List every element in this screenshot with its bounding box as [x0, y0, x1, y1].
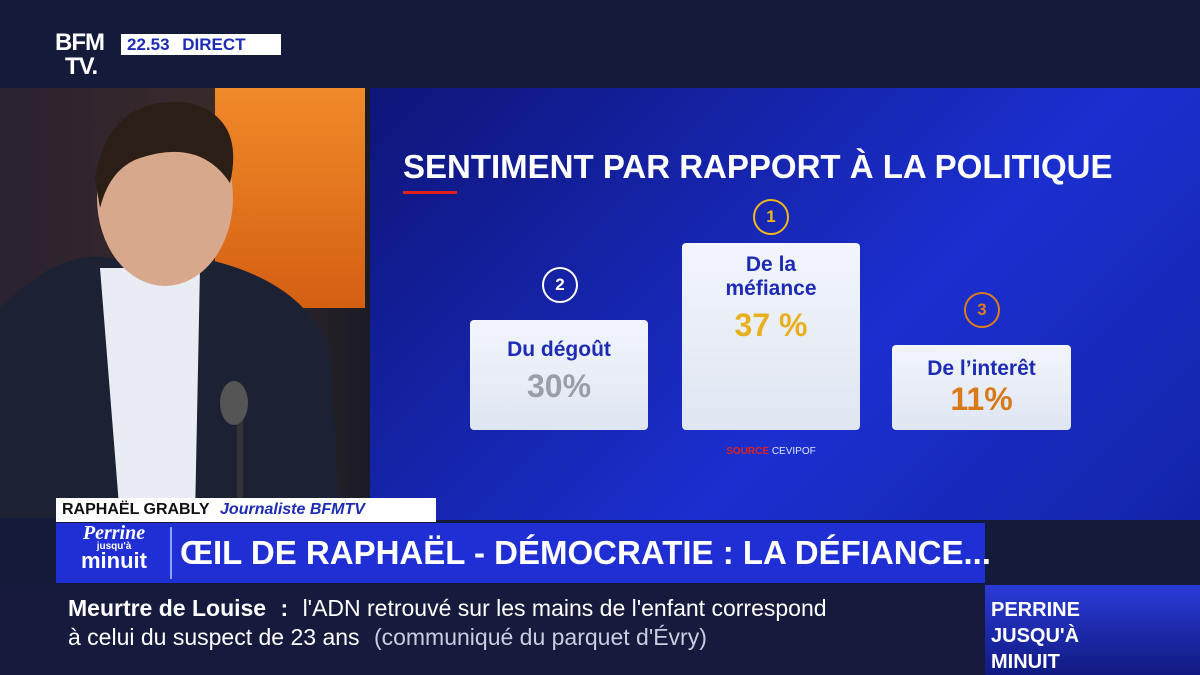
item-value: 37 % [734, 307, 808, 343]
channel-logo: BFM TV. [55, 29, 105, 80]
ticker-topic: Meurtre de Louise [68, 595, 267, 621]
source: SOURCE CEVIPOF [700, 446, 842, 457]
graphic-title: SENTIMENT PAR RAPPORT À LA POLITIQUE [403, 148, 1113, 185]
rank-badge: 2 [542, 267, 578, 303]
logo-text: TV. [65, 53, 98, 80]
item-label: Du dégoût [507, 338, 611, 361]
ticker-note: (communiqué du parquet d'Évry) [373, 624, 707, 650]
promo-box: PERRINE JUSQU'À MINUIT [985, 585, 1200, 675]
rank-badge: 3 [964, 292, 1000, 328]
ticker-line: à celui du suspect de 23 ans [68, 624, 360, 650]
ticker-line: l'ADN retrouvé sur les mains de l'enfant… [302, 595, 827, 621]
name-bar: RAPHAËL GRABLY Journaliste BFMTV [56, 498, 436, 522]
title-underline [403, 191, 457, 194]
person [0, 101, 340, 518]
ticker-text: Meurtre de Louise : l'ADN retrouvé sur l… [68, 594, 827, 652]
source-name: CEVIPOF [771, 446, 816, 457]
guest-role: Journaliste BFMTV [220, 501, 365, 518]
promo-text: PERRINE JUSQU'À MINUIT [991, 599, 1080, 673]
logo-text: BFM [55, 29, 105, 56]
item-label: De l’interêt [927, 357, 1036, 380]
podium-box: De la méfiance 37 % [682, 243, 860, 430]
headline-bar [56, 523, 985, 583]
item-label: De la méfiance [725, 253, 817, 300]
item-value: 11% [950, 381, 1013, 417]
ticker-bar [0, 585, 985, 675]
show-logo: Perrine jusqu'à minuit [62, 522, 166, 581]
live-label: DIRECT [182, 35, 246, 54]
headline: ŒIL DE RAPHAËL - DÉMOCRATIE : LA DÉFIANC… [180, 534, 991, 571]
source-label: SOURCE [726, 446, 770, 457]
show-logo-text: jusqu'à [96, 541, 132, 552]
show-logo-text: Perrine [82, 522, 146, 544]
show-logo-text: minuit [81, 548, 147, 573]
ticker-separator: : [280, 595, 289, 621]
clock: 22.53 [127, 35, 170, 54]
guest-name: RAPHAËL GRABLY [62, 501, 210, 518]
podium-box: De l’interêt 11% [892, 345, 1071, 430]
rank-badge: 1 [753, 199, 789, 235]
podium-box: Du dégoût 30% [470, 320, 648, 430]
divider [170, 527, 172, 579]
live-bar: 22.53 DIRECT [121, 34, 281, 55]
item-value: 30% [526, 368, 592, 404]
